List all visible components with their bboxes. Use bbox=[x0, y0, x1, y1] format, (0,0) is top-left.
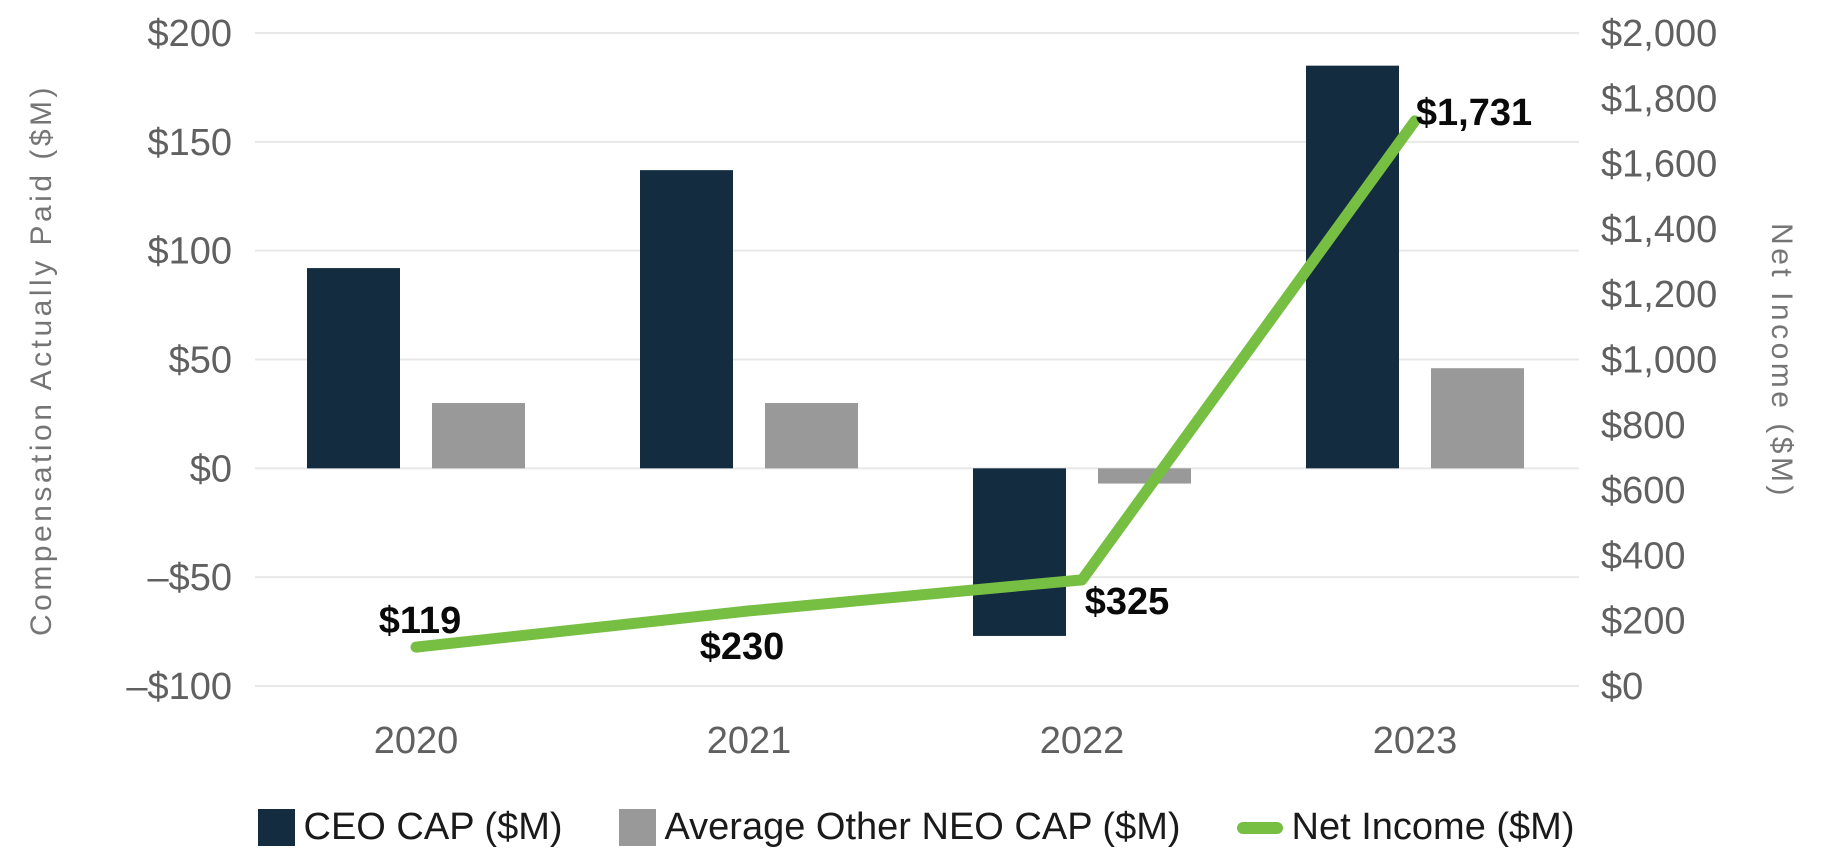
net-income-line bbox=[410, 115, 1421, 653]
x-axis-tick-label: 2020 bbox=[374, 720, 459, 762]
right-axis-tick-label: $200 bbox=[1601, 601, 1686, 643]
legend-label-avg-neo-cap: Average Other NEO CAP ($M) bbox=[664, 806, 1181, 848]
bar-ceo-cap-2022 bbox=[973, 468, 1066, 636]
bar-avg-neo-cap-2023 bbox=[1431, 368, 1524, 469]
right-axis-tick-label: $800 bbox=[1601, 405, 1686, 447]
right-axis-tick-label: $0 bbox=[1601, 666, 1643, 708]
left-axis-tick-label: $150 bbox=[147, 122, 232, 164]
right-axis-tick-label: $1,200 bbox=[1601, 274, 1717, 316]
left-axis-tick-label: $200 bbox=[147, 13, 232, 55]
right-axis-tick-label: $1,600 bbox=[1601, 144, 1717, 186]
right-axis-tick-label: $400 bbox=[1601, 535, 1686, 577]
x-axis-tick-label: 2021 bbox=[707, 720, 792, 762]
bar-ceo-cap-2023 bbox=[1306, 65, 1399, 469]
legend-item-avg-neo-cap: Average Other NEO CAP ($M) bbox=[618, 806, 1181, 849]
ceo-cap-swatch-icon bbox=[257, 809, 295, 846]
left-axis-tick-label: $100 bbox=[147, 231, 232, 273]
bar-avg-neo-cap-2021 bbox=[765, 403, 858, 469]
legend-label-ceo-cap: CEO CAP ($M) bbox=[303, 806, 563, 848]
right-axis-tick-label: $2,000 bbox=[1601, 13, 1717, 55]
left-axis-tick-label: –$100 bbox=[126, 666, 232, 708]
legend-label-net-income: Net Income ($M) bbox=[1291, 806, 1575, 848]
right-axis-tick-label: $1,000 bbox=[1601, 340, 1717, 382]
right-axis-tick-label: $1,400 bbox=[1601, 209, 1717, 251]
data-label-net-income-2023: $1,731 bbox=[1416, 92, 1532, 134]
legend: CEO CAP ($M) Average Other NEO CAP ($M) … bbox=[0, 806, 1832, 849]
bar-ceo-cap-2020 bbox=[307, 268, 400, 469]
net-income-line-swatch-icon bbox=[1236, 821, 1283, 834]
x-axis-tick-label: 2023 bbox=[1373, 720, 1458, 762]
x-axis-tick-label: 2022 bbox=[1040, 720, 1125, 762]
data-label-net-income-2020: $119 bbox=[379, 600, 461, 642]
left-axis-tick-label: $50 bbox=[169, 340, 232, 382]
bar-avg-neo-cap-2022 bbox=[1098, 468, 1191, 484]
right-axis-tick-label: $1,800 bbox=[1601, 78, 1717, 120]
right-axis-tick-label: $600 bbox=[1601, 470, 1686, 512]
bar-avg-neo-cap-2020 bbox=[432, 403, 525, 469]
avg-neo-cap-swatch-icon bbox=[618, 809, 656, 846]
left-axis-tick-label: $0 bbox=[190, 448, 232, 490]
data-label-net-income-2021: $230 bbox=[700, 626, 785, 668]
left-axis-tick-label: –$50 bbox=[147, 557, 232, 599]
legend-item-net-income: Net Income ($M) bbox=[1236, 806, 1575, 849]
legend-item-ceo-cap: CEO CAP ($M) bbox=[257, 806, 563, 849]
bar-ceo-cap-2021 bbox=[640, 170, 733, 469]
data-label-net-income-2022: $325 bbox=[1085, 581, 1170, 623]
